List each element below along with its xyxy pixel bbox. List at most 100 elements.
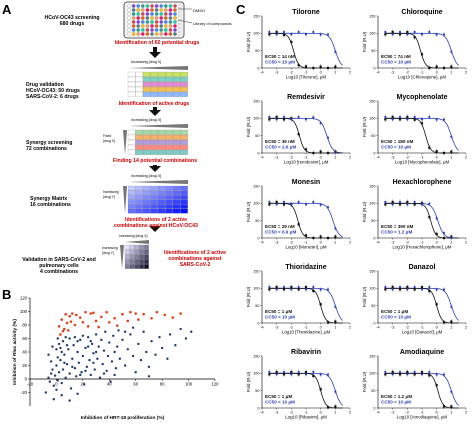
matrix-cell bbox=[127, 139, 136, 145]
x-tick-label: -1 bbox=[304, 156, 307, 160]
scatter-point bbox=[93, 368, 96, 371]
dose-chart: Tilorone 0 50 100 150 -4 -3 -2 -1 0 1 2 Log10 [Tilor… bbox=[246, 9, 351, 80]
scatter-point bbox=[86, 335, 90, 339]
step2-title: Drug validation bbox=[26, 82, 64, 88]
matrix-cell bbox=[157, 91, 166, 97]
scatter-point bbox=[126, 348, 129, 351]
matrix-cell bbox=[165, 86, 173, 92]
x-tick-label: 2 bbox=[465, 156, 467, 160]
scatter-point bbox=[112, 334, 115, 337]
x-tick-label: 2 bbox=[465, 71, 467, 75]
plate-well bbox=[154, 28, 159, 32]
matrix-cell bbox=[135, 139, 143, 145]
scatter-point bbox=[101, 362, 104, 366]
scatter-point bbox=[168, 333, 172, 336]
plate-well bbox=[154, 16, 159, 20]
matrix-cell bbox=[135, 190, 143, 195]
y-tick-label: 50 bbox=[371, 49, 375, 53]
dose-chart: Ribavirin 0 50 100 150 -4 -3 -2 -1 0 1 2 Log10 [Riba… bbox=[246, 349, 351, 420]
plate-well bbox=[173, 32, 177, 36]
matrix-cell bbox=[172, 86, 181, 92]
scatter-point-active bbox=[81, 321, 85, 324]
step4-result-line2: combinations against HCoV-OC43 bbox=[114, 223, 198, 229]
x-tick-label: 0 bbox=[320, 156, 322, 160]
scatter-point bbox=[47, 353, 50, 356]
plate-well bbox=[168, 16, 173, 20]
scatter-point-active bbox=[60, 318, 64, 321]
matrix-cell bbox=[157, 208, 166, 214]
x-axis-title: Log10 [Ribavirin], μM bbox=[285, 415, 327, 420]
matrix-cell bbox=[135, 199, 143, 205]
step5-side-label: Increasing [drug Y] bbox=[102, 246, 118, 255]
y-tick-label: 0 bbox=[257, 406, 259, 410]
scatter-point-active bbox=[100, 315, 103, 319]
plate-well bbox=[127, 32, 131, 36]
dose-chart: Hexachlorophene 0 50 100 150 -4 -3 -2 -1 0 1 2 Log10… bbox=[362, 179, 467, 250]
y-axis-title: Inhibition of Rluc activity (%) bbox=[12, 319, 18, 385]
plate-well bbox=[150, 20, 154, 24]
step2-text: Drug validation HCoV-OC43: 50 drugs SARS… bbox=[26, 82, 126, 100]
matrix-cell bbox=[172, 71, 181, 77]
step4-sub: 16 combinations bbox=[30, 202, 71, 208]
scatter-point bbox=[154, 353, 157, 356]
matrix-cell bbox=[142, 195, 151, 200]
matrix-cell bbox=[172, 81, 181, 87]
gradient-arrow-vertical bbox=[123, 186, 127, 214]
matrix-cell bbox=[142, 149, 151, 155]
matrix-cell bbox=[150, 144, 158, 150]
scatter-point bbox=[80, 371, 83, 374]
matrix-cell bbox=[142, 134, 151, 140]
step5-result-line2: combinations against bbox=[168, 256, 222, 262]
matrix-cell bbox=[129, 259, 135, 264]
y-axis-title: Fold (R.U) bbox=[362, 371, 367, 392]
y-tick-label: 100 bbox=[253, 372, 259, 376]
step5-result: Identifications of 2 active combinations… bbox=[150, 250, 240, 268]
plate-well bbox=[159, 4, 163, 8]
step3-title: Synergy screening bbox=[26, 140, 73, 146]
x-tick-label: -3 bbox=[391, 241, 394, 245]
chart-title: Tilorone bbox=[292, 9, 320, 16]
y-tick-label: 150 bbox=[369, 99, 375, 103]
x-tick-label: 2 bbox=[349, 411, 351, 415]
plate-well bbox=[168, 4, 173, 8]
cc50-label: CC50 = 10 μM bbox=[381, 400, 411, 405]
plate-well bbox=[159, 24, 163, 28]
matrix-cell bbox=[157, 195, 166, 200]
flow-arrow-head bbox=[149, 110, 161, 116]
x-axis-title: Log10 [Thioridazine], μM bbox=[282, 330, 331, 335]
plate-well bbox=[173, 20, 177, 24]
plate-well bbox=[141, 20, 145, 24]
scatter-point bbox=[134, 371, 137, 374]
matrix-cell bbox=[180, 204, 188, 209]
step5-matrix-label: Increasing [drug X] bbox=[119, 234, 148, 238]
well-plate-icon bbox=[123, 1, 185, 39]
flow-arrow-head bbox=[149, 226, 161, 232]
x-tick-label: 0 bbox=[320, 326, 322, 330]
plate-well bbox=[141, 32, 145, 36]
scatter-point bbox=[166, 357, 169, 360]
plate-well bbox=[145, 24, 150, 28]
matrix-cell bbox=[139, 259, 144, 264]
matrix-cell bbox=[142, 91, 151, 97]
matrix-cell bbox=[150, 204, 158, 209]
matrix-cell bbox=[142, 76, 151, 82]
y-axis-title: Fold (R.U) bbox=[246, 31, 251, 52]
x-tick-label: 0 bbox=[55, 382, 58, 387]
x-tick-label: -2 bbox=[406, 71, 409, 75]
dose-chart: Mycophenolate 0 50 100 150 -4 -3 -2 -1 0 1 2 Log10 [… bbox=[362, 94, 467, 165]
plate-well bbox=[141, 4, 145, 8]
plate-well bbox=[164, 8, 168, 12]
y-tick-label: 0 bbox=[373, 406, 375, 410]
y-tick-label: 100 bbox=[253, 287, 259, 291]
matrix-cell bbox=[135, 144, 143, 150]
y-tick-label: 100 bbox=[369, 117, 375, 121]
y-tick-label: 0 bbox=[257, 236, 259, 240]
x-tick-label: -20 bbox=[27, 382, 34, 387]
matrix-cell bbox=[142, 86, 151, 92]
step1-title: HCoV-OC43 screening bbox=[44, 15, 100, 21]
y-tick-label: 0 bbox=[257, 66, 259, 70]
scatter-point bbox=[64, 335, 67, 339]
matrix-cell bbox=[127, 76, 136, 82]
x-axis-title: Log10 [Mycophenolate], μM bbox=[395, 160, 450, 165]
